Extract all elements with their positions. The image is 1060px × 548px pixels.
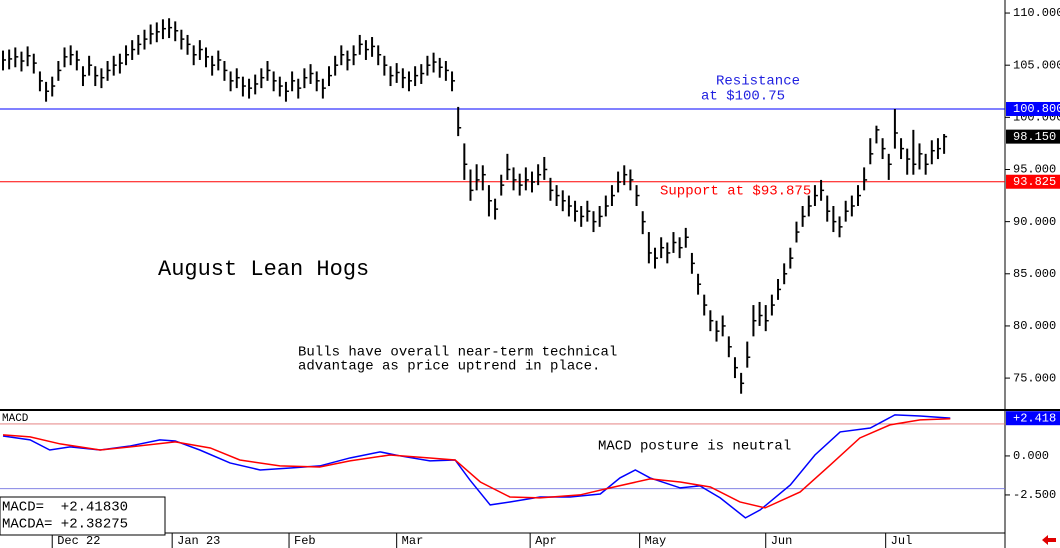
last-box <box>1006 411 1060 426</box>
panel-label: MACD <box>2 413 29 425</box>
y-tick-label: 105.000 <box>1013 58 1060 72</box>
y-tick-label: -2.500 <box>1013 488 1056 502</box>
level-box <box>1006 174 1060 189</box>
y-tick-label: 90.000 <box>1013 215 1056 229</box>
y-tick-label: 0.000 <box>1013 449 1049 463</box>
y-tick-label: 110.000 <box>1013 6 1060 20</box>
arrow-icon[interactable] <box>1042 535 1056 545</box>
readout: MACDA= +2.38275 <box>2 517 128 533</box>
level-label: 93.825 <box>1013 175 1056 189</box>
x-tick-label: Jan 23 <box>177 534 220 548</box>
x-tick-label: Mar <box>402 534 424 548</box>
x-tick-label: Dec 22 <box>57 534 100 548</box>
x-tick-label: Jul <box>891 534 913 548</box>
last-label: 98.150 <box>1013 130 1056 144</box>
y-tick-label: 75.000 <box>1013 371 1056 385</box>
y-tick-label: 80.000 <box>1013 319 1056 333</box>
annotation: at $100.75 <box>701 89 785 105</box>
last-label: +2.418 <box>1013 411 1056 425</box>
last-box <box>1006 129 1060 144</box>
macd-line <box>2 418 951 509</box>
annotation: Resistance <box>716 74 800 90</box>
level-box <box>1006 101 1060 116</box>
annotation: advantage as price uptrend in place. <box>298 359 600 375</box>
chart-title: August Lean Hogs <box>158 257 369 282</box>
readout: MACD= +2.41830 <box>2 500 128 516</box>
x-tick-label: Feb <box>294 534 316 548</box>
x-tick-label: Apr <box>535 534 557 548</box>
annotation: MACD posture is neutral <box>598 439 791 455</box>
y-tick-label: 85.000 <box>1013 267 1056 281</box>
level-label: 100.800 <box>1013 102 1060 116</box>
x-tick-label: Jun <box>771 534 793 548</box>
macd-line <box>2 414 951 519</box>
readout-box <box>0 496 166 536</box>
x-tick-label: May <box>645 534 667 548</box>
annotation: Bulls have overall near-term technical <box>298 345 617 361</box>
annotation: Support at $93.875 <box>660 184 811 200</box>
y-tick-label: 95.000 <box>1013 163 1056 177</box>
